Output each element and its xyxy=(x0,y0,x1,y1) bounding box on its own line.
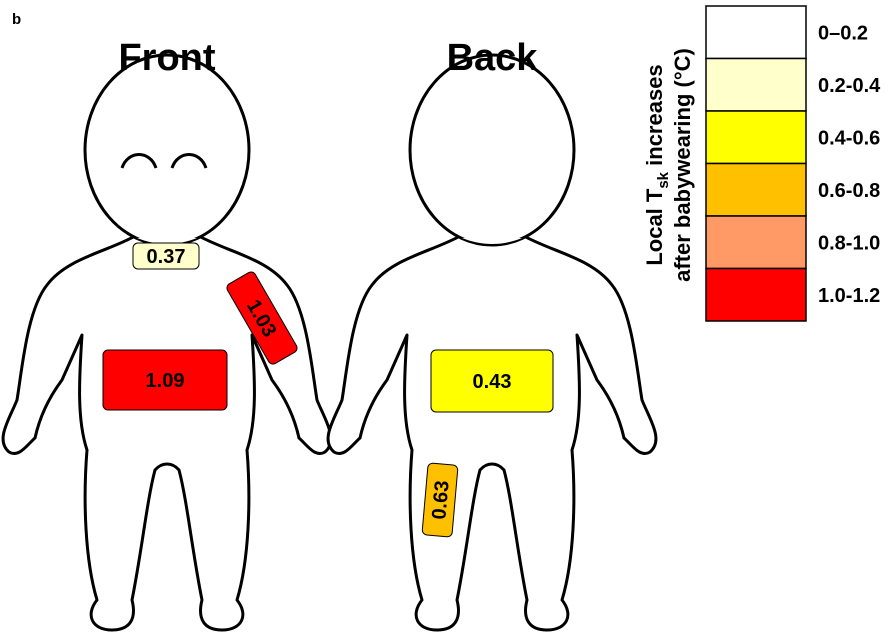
patch-value: 0.43 xyxy=(473,371,512,393)
patch: 0.63 xyxy=(421,462,459,538)
legend-title-rest: increases xyxy=(642,64,667,172)
legend-swatch xyxy=(705,162,807,217)
patch: 1.03 xyxy=(226,271,298,365)
legend-swatch xyxy=(705,267,807,322)
legend-label: 0.6-0.8 xyxy=(818,180,880,202)
patch-box xyxy=(102,349,228,411)
legend-title-line: Local Tsk increases xyxy=(642,64,672,265)
legend-title: Local Tsk increases after babywearing (°… xyxy=(642,48,695,282)
figure-title: Back xyxy=(447,37,539,79)
back-outline xyxy=(326,53,658,632)
figure-title: Front xyxy=(118,37,215,79)
legend-label: 0.2-0.4 xyxy=(818,75,881,97)
patch-value: 1.09 xyxy=(146,370,185,392)
patch-box xyxy=(421,462,459,538)
patch-value: 0.63 xyxy=(428,480,453,521)
patch: 0.43 xyxy=(430,349,554,413)
eyes xyxy=(120,153,208,169)
patch-value: 0.37 xyxy=(147,246,186,268)
panel-label: b xyxy=(12,11,21,28)
patch: 1.09 xyxy=(102,349,228,411)
legend-title-text: Local T xyxy=(642,188,667,266)
legend-label: 0–0.2 xyxy=(818,22,868,44)
legend-label: 0.8-1.0 xyxy=(818,232,880,254)
patch-box xyxy=(430,349,554,413)
patch: 0.37 xyxy=(132,242,200,270)
legend-swatch xyxy=(705,215,807,270)
legend-swatch xyxy=(705,110,807,165)
legend-label: 0.4-0.6 xyxy=(818,127,880,149)
legend-swatch xyxy=(705,57,807,112)
legend-title-line: after babywearing (°C) xyxy=(670,48,695,282)
legend-title-subscript: sk xyxy=(655,171,672,188)
legend-swatch xyxy=(705,5,807,60)
patch-box xyxy=(132,242,200,270)
legend-label: 1.0-1.2 xyxy=(818,285,880,307)
patch-box xyxy=(226,271,298,365)
